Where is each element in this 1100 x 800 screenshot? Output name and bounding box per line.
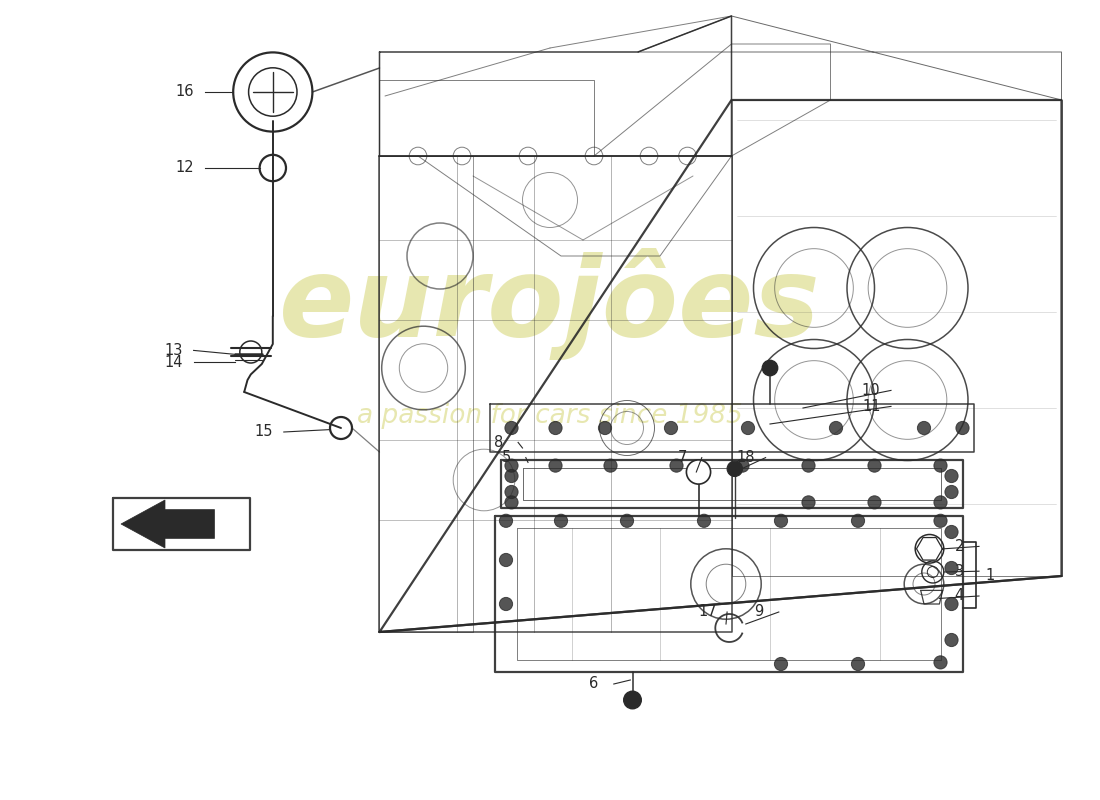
Polygon shape	[121, 500, 214, 548]
Circle shape	[945, 598, 958, 610]
Circle shape	[851, 658, 865, 670]
Circle shape	[505, 459, 518, 472]
Circle shape	[499, 598, 513, 610]
Circle shape	[802, 459, 815, 472]
Circle shape	[945, 526, 958, 538]
Circle shape	[505, 496, 518, 509]
Circle shape	[851, 514, 865, 527]
Circle shape	[917, 422, 931, 434]
Circle shape	[505, 470, 518, 482]
Text: 10: 10	[862, 383, 880, 398]
Text: a passion for cars since 1985: a passion for cars since 1985	[358, 403, 742, 429]
Text: 15: 15	[255, 425, 273, 439]
Circle shape	[686, 460, 711, 484]
Circle shape	[868, 496, 881, 509]
Circle shape	[945, 634, 958, 646]
Circle shape	[868, 459, 881, 472]
Text: 12: 12	[176, 161, 194, 175]
Circle shape	[624, 691, 641, 709]
Circle shape	[945, 562, 958, 574]
Text: 2: 2	[955, 539, 964, 554]
Circle shape	[598, 422, 612, 434]
Circle shape	[554, 514, 568, 527]
Text: 7: 7	[678, 450, 686, 465]
Circle shape	[670, 459, 683, 472]
Circle shape	[664, 422, 678, 434]
Circle shape	[802, 496, 815, 509]
Circle shape	[505, 422, 518, 434]
Circle shape	[829, 422, 843, 434]
Text: 16: 16	[176, 85, 194, 99]
Circle shape	[934, 656, 947, 669]
Text: 4: 4	[955, 589, 964, 603]
Circle shape	[736, 459, 749, 472]
Circle shape	[549, 422, 562, 434]
Circle shape	[934, 459, 947, 472]
Text: 14: 14	[165, 355, 183, 370]
Circle shape	[934, 496, 947, 509]
Text: 13: 13	[165, 343, 183, 358]
Circle shape	[945, 486, 958, 498]
Text: 8: 8	[494, 435, 503, 450]
Text: 6: 6	[590, 677, 598, 691]
Circle shape	[620, 514, 634, 527]
Text: 5: 5	[502, 450, 510, 465]
Circle shape	[604, 459, 617, 472]
Circle shape	[741, 422, 755, 434]
Circle shape	[774, 514, 788, 527]
Circle shape	[762, 360, 778, 376]
Text: 3: 3	[955, 564, 964, 578]
Circle shape	[549, 459, 562, 472]
Text: 18: 18	[737, 450, 755, 465]
Circle shape	[774, 658, 788, 670]
Circle shape	[934, 514, 947, 527]
Circle shape	[956, 422, 969, 434]
Circle shape	[945, 470, 958, 482]
Text: eurojôes: eurojôes	[279, 248, 821, 360]
Text: 1: 1	[986, 568, 994, 582]
Circle shape	[697, 514, 711, 527]
Text: 9: 9	[755, 605, 763, 619]
Circle shape	[499, 554, 513, 566]
Text: 17: 17	[698, 605, 716, 619]
Text: 11: 11	[862, 399, 880, 414]
Circle shape	[727, 461, 742, 477]
Circle shape	[505, 486, 518, 498]
Circle shape	[499, 514, 513, 527]
